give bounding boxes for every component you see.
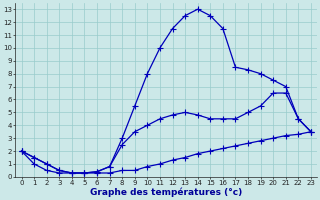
X-axis label: Graphe des températures (°c): Graphe des températures (°c) xyxy=(90,188,242,197)
